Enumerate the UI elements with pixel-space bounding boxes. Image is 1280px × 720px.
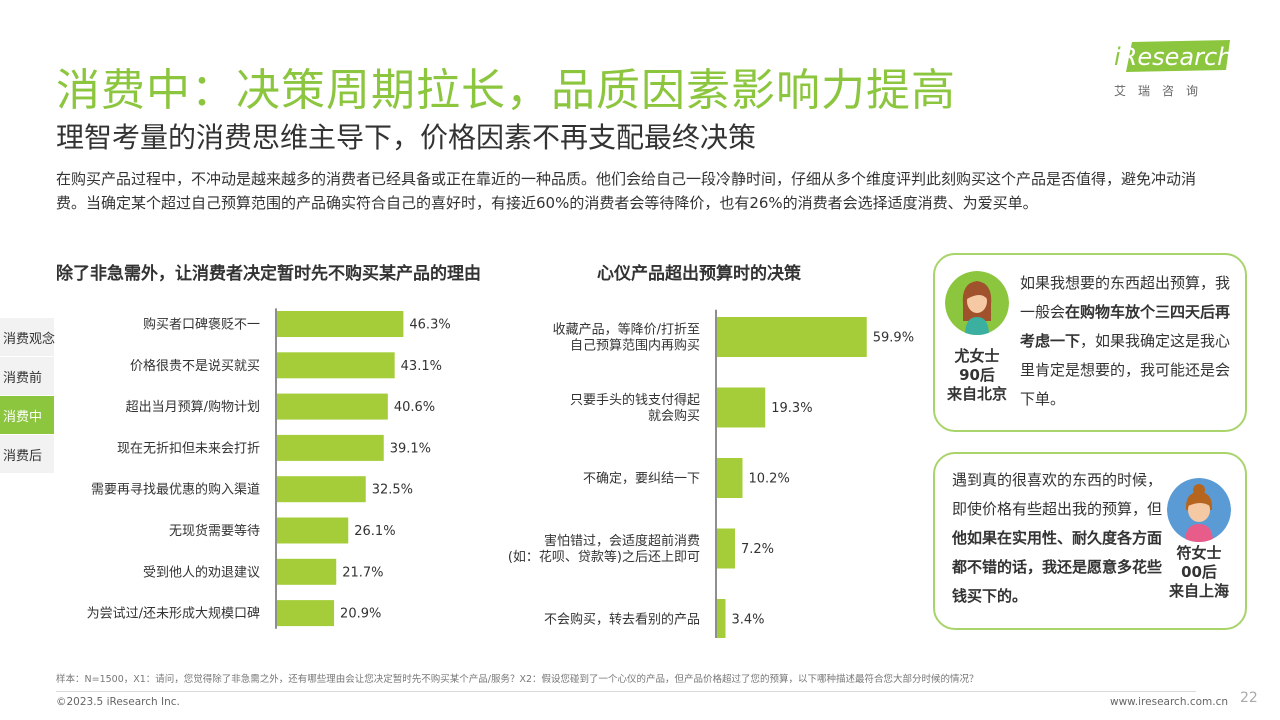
- side-nav-label: 消费后: [3, 448, 43, 464]
- quote-card-1: 尤女士 90后 来自北京 如果我想要的东西超出预算，我一般会在购物车放个三四天后…: [933, 253, 1247, 432]
- chart1-reasons-not-buying: 46.3% 购买者口碑褒贬不一 43.1% 价格很贵不是说买就买 40.6% 超出当月预算…: [87, 308, 451, 629]
- chart1-category-label: 需要再寻找最优惠的购入渠道: [91, 482, 260, 498]
- chart1-bar: [277, 434, 384, 461]
- quote-2-age: 00后: [1181, 563, 1217, 581]
- website-link[interactable]: www.iresearch.com.cn: [1110, 696, 1229, 708]
- chart2-value-label: 59.9%: [873, 331, 914, 346]
- chart2-title: 心仪产品超出预算时的决策: [597, 264, 801, 284]
- chart2-bar: [717, 387, 766, 428]
- quote-1-segment: 如果我想要的东西超出预算，我一般会: [1020, 274, 1231, 321]
- chart2-category-label: 不确定，要纠结一下: [583, 472, 700, 487]
- chart2-value-label: 3.4%: [732, 613, 765, 628]
- chart1-category-label: 为尝试过/还未形成大规模口碑: [87, 606, 260, 622]
- iresearch-logo: iResearch 艾瑞咨询: [1112, 40, 1234, 98]
- page-number: 22: [1240, 690, 1258, 706]
- chart2-category-label: (如：花呗、贷款等)之后还上即可: [508, 549, 700, 565]
- quote-2-segment: 他如果在实用性、耐久度各方面都不错的话，我还是愿意多花些钱买下的。: [952, 529, 1163, 605]
- quote-1-person: 尤女士 90后 来自北京: [941, 347, 1013, 404]
- side-nav: 消费观念 消费前 消费中 消费后: [0, 318, 56, 474]
- quote-2-segment: 遇到真的很喜欢的东西的时候，即使价格有些超出我的预算，但: [952, 471, 1163, 518]
- chart1-category-label: 超出当月预算/购物计划: [126, 399, 260, 415]
- page-subtitle: 理智考量的消费思维主导下，价格因素不再支配最终决策: [56, 121, 757, 154]
- chart2-bar: [717, 458, 743, 498]
- chart1-bar: [277, 476, 366, 503]
- chart2-category-label: 不会购买，转去看别的产品: [544, 612, 700, 628]
- avatar-girl-bun-icon: [1167, 478, 1231, 542]
- chart1-value-label: 46.3%: [409, 318, 450, 333]
- chart1-bar: [277, 352, 395, 379]
- chart2-category-label: 自己预算范围内再购买: [570, 338, 700, 354]
- chart2-value-label: 10.2%: [749, 472, 790, 487]
- chart2-category-label: 就会购买: [648, 408, 700, 424]
- chart1-value-label: 32.5%: [372, 483, 413, 498]
- chart1-value-label: 21.7%: [342, 565, 383, 580]
- logo-research: Research: [1120, 43, 1233, 71]
- quote-1-name: 尤女士: [954, 347, 1000, 365]
- quote-1-age: 90后: [959, 366, 995, 384]
- quote-1-text: 如果我想要的东西超出预算，我一般会在购物车放个三四天后再考虑一下，如果我确定这是…: [1020, 269, 1238, 414]
- chart2-category-label: 收藏产品，等降价/打折至: [553, 322, 700, 338]
- chart2-bar: [717, 528, 735, 569]
- quote-1-segment: ，如果我确定这是我心里肯定是想要的，我可能还是会下单。: [1020, 332, 1231, 408]
- chart1-category-label: 受到他人的劝退建议: [143, 564, 260, 580]
- side-nav-item-before[interactable]: 消费前: [0, 357, 54, 396]
- chart1-category-label: 现在无折扣但未来会打折: [117, 441, 260, 456]
- chart2-value-label: 19.3%: [771, 401, 812, 416]
- logo-badge-shape: [1126, 40, 1230, 72]
- chart2-value-label: 7.2%: [741, 542, 774, 557]
- chart1-bar: [277, 558, 337, 585]
- chart2-bar: [717, 317, 867, 357]
- logo-wordmark: iResearch: [1114, 43, 1232, 71]
- side-nav-label: 消费观念: [3, 331, 56, 347]
- sample-note: 样本：N=1500，X1：请问，您觉得除了非急需之外，还有哪些理由会让您决定暂时…: [56, 674, 979, 685]
- side-nav-item-during[interactable]: 消费中: [0, 396, 54, 435]
- chart1-value-label: 39.1%: [390, 441, 431, 456]
- chart1-category-label: 价格很贵不是说买就买: [130, 358, 260, 374]
- chart1-category-label: 无现货需要等待: [169, 523, 260, 539]
- chart2-category-label: 只要手头的钱支付得起: [570, 392, 700, 408]
- chart1-title: 除了非急需外，让消费者决定暂时先不购买某产品的理由: [56, 264, 481, 284]
- chart1-bar: [277, 600, 335, 627]
- quote-2-city: 来自上海: [1168, 582, 1229, 600]
- side-nav-item-concept[interactable]: 消费观念: [0, 318, 56, 357]
- intro-paragraph: 在购买产品过程中，不冲动是越来越多的消费者已经具备或正在靠近的一种品质。他们会给…: [56, 170, 1197, 212]
- side-nav-label: 消费中: [3, 409, 43, 425]
- quote-1-city: 来自北京: [946, 385, 1007, 403]
- chart1-value-label: 20.9%: [340, 607, 381, 622]
- chart1-value-label: 26.1%: [354, 524, 395, 539]
- footer-divider: [56, 691, 1196, 692]
- avatar-woman-brown-hair-icon: [945, 271, 1009, 335]
- quote-2-text: 遇到真的很喜欢的东西的时候，即使价格有些超出我的预算，但他如果在实用性、耐久度各…: [952, 466, 1166, 611]
- chart2-category-label: 害怕错过，会适度超前消费: [544, 533, 700, 549]
- quote-1-segment: 在购物车放个三四天后再考虑一下: [1020, 303, 1231, 350]
- logo-chinese: 艾瑞咨询: [1114, 84, 1211, 98]
- chart2-bar: [717, 599, 726, 638]
- chart1-value-label: 43.1%: [401, 359, 442, 374]
- logo-i: i: [1114, 43, 1121, 71]
- page-title: 消费中：决策周期拉长，品质因素影响力提高: [56, 65, 956, 116]
- chart1-bar: [277, 517, 349, 544]
- quote-2-person: 符女士 00后 来自上海: [1161, 544, 1237, 601]
- side-nav-item-after[interactable]: 消费后: [0, 435, 54, 474]
- quote-card-2: 遇到真的很喜欢的东西的时候，即使价格有些超出我的预算，但他如果在实用性、耐久度各…: [933, 452, 1247, 630]
- chart1-category-label: 购买者口碑褒贬不一: [143, 317, 260, 333]
- chart1-bar: [277, 393, 388, 420]
- side-nav-label: 消费前: [3, 370, 43, 386]
- quote-2-name: 符女士: [1176, 544, 1222, 562]
- chart1-value-label: 40.6%: [394, 400, 435, 415]
- copyright: ©2023.5 iResearch Inc.: [56, 696, 180, 708]
- chart1-bar: [277, 311, 404, 337]
